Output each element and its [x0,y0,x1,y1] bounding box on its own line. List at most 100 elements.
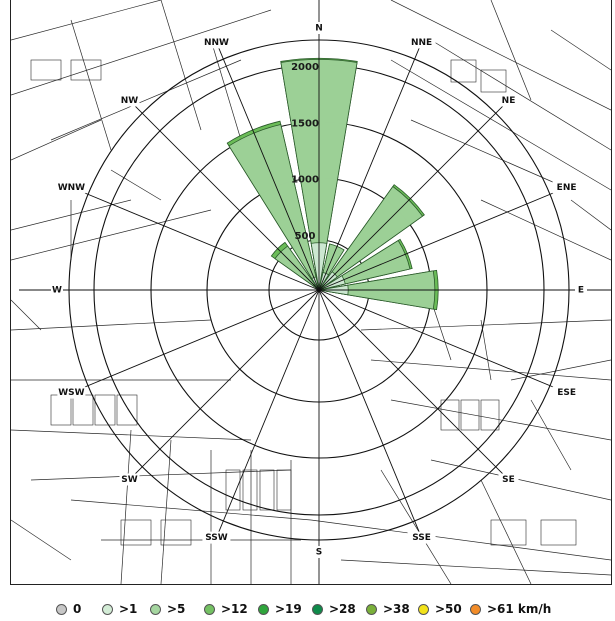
spoke-sse [318,289,420,533]
direction-label-bg [119,473,140,486]
legend-label: 0 [73,602,82,616]
spoke-nw [133,104,320,291]
legend-swatch [204,603,215,615]
direction-label-bg [498,94,519,107]
legend-swatch [470,603,481,615]
direction-label-s: S [316,548,322,558]
legend-label: >28 [329,602,356,616]
spoke-wnw [76,189,320,291]
direction-label-bg [552,181,581,194]
map-street-line [390,59,611,191]
legend-item: >61 km/h [470,602,551,616]
map-street-line [50,59,242,141]
map-parcel [490,519,527,546]
direction-label-nne: NNE [411,38,432,48]
legend: 0 >1 >5 >12 >19 >28 >38 >50 >61 km/h [0,602,615,618]
direction-label-bg [202,36,231,49]
map-parcel [225,469,241,511]
map-street-line [310,519,611,561]
map-street-line [360,319,611,331]
spoke-ssw [218,289,320,533]
direction-label-wsw: WSW [58,388,84,398]
map-street-line [120,429,132,584]
spoke-nne [318,47,420,291]
direction-label-ne: NE [502,96,516,106]
map-street-line [160,439,172,584]
spoke-nnw [218,47,320,291]
map-parcel [276,469,292,511]
legend-item: >12 [204,602,248,616]
map-street-line [11,209,212,261]
radial-tick-labels: 500 1000 1500 2000 [291,62,319,242]
map-parcel [120,519,152,546]
map-street-line [11,299,42,331]
map-street-line [410,119,572,191]
direction-label-bg [202,531,231,544]
map-parcel [480,69,507,93]
spoke-ene [318,189,562,291]
map-street-line [430,299,452,361]
map-street-line [160,0,202,131]
map-parcel [72,394,94,426]
map-street-line [11,9,272,96]
direction-label-bg [313,22,325,34]
wind-rose-chart: N NNE NE ENE E ESE SE SSE S SSW SW WSW W WNW NW NNW 500… [11,0,611,584]
radial-tick-label: 1000 [291,175,319,186]
legend-swatch [312,603,323,615]
map-parcel [94,394,116,426]
map-street-line [11,519,72,561]
radial-tick-label: 1500 [291,118,319,129]
map-parcel [30,59,62,81]
legend-label: >1 [119,602,138,616]
direction-label-bg [407,36,436,49]
legend-item: 0 [56,602,81,616]
direction-label-nnw: NNW [204,38,229,48]
map-street-line [380,469,452,584]
direction-label-sse: SSE [412,533,431,543]
direction-label-bg [119,94,140,107]
legend-item: >1 [102,602,137,616]
map-street-line [390,0,611,111]
legend-label: >5 [167,602,186,616]
map-street-line [110,169,162,201]
direction-label-e: E [578,286,584,296]
legend-item: >5 [150,602,185,616]
map-parcel [259,469,275,511]
map-street-line [480,199,611,261]
spoke-se [318,289,505,476]
direction-label-bg [313,546,325,558]
map-street-line [530,399,572,471]
direction-label-bg [57,181,86,194]
direction-label-se: SE [502,475,515,485]
direction-label-n: N [315,24,323,34]
map-street-line [370,359,611,381]
legend-swatch [102,603,113,615]
map-street-line [70,19,112,151]
map-parcel [70,59,102,81]
direction-label-ssw: SSW [205,533,228,543]
map-street-line [550,29,611,71]
map-parcel [242,469,258,511]
legend-label: >38 [383,602,410,616]
map-parcel [480,399,500,431]
radial-tick-label: 500 [295,231,316,242]
map-street-line [490,0,532,101]
legend-item: >38 [366,602,410,616]
map-parcel [540,519,577,546]
direction-label-wnw: WNW [58,183,85,193]
legend-item: >28 [312,602,356,616]
map-parcel [460,399,480,431]
spoke-sw [133,289,320,476]
map-street-line [30,469,292,481]
direction-label-w: W [52,286,62,296]
map-street-line [70,499,312,521]
map-street-line [210,39,242,141]
map-street-line [340,559,611,576]
map-street-line [11,119,102,161]
wind-rose-frame: N NNE NE ENE E ESE SE SSE S SSW SW WSW W WNW NW NNW 500… [10,0,612,585]
map-street-line [480,479,532,584]
map-street-line [430,459,611,501]
legend-label: >61 km/h [487,602,552,616]
spoke-ne [318,104,505,291]
street-map-background [11,0,611,584]
